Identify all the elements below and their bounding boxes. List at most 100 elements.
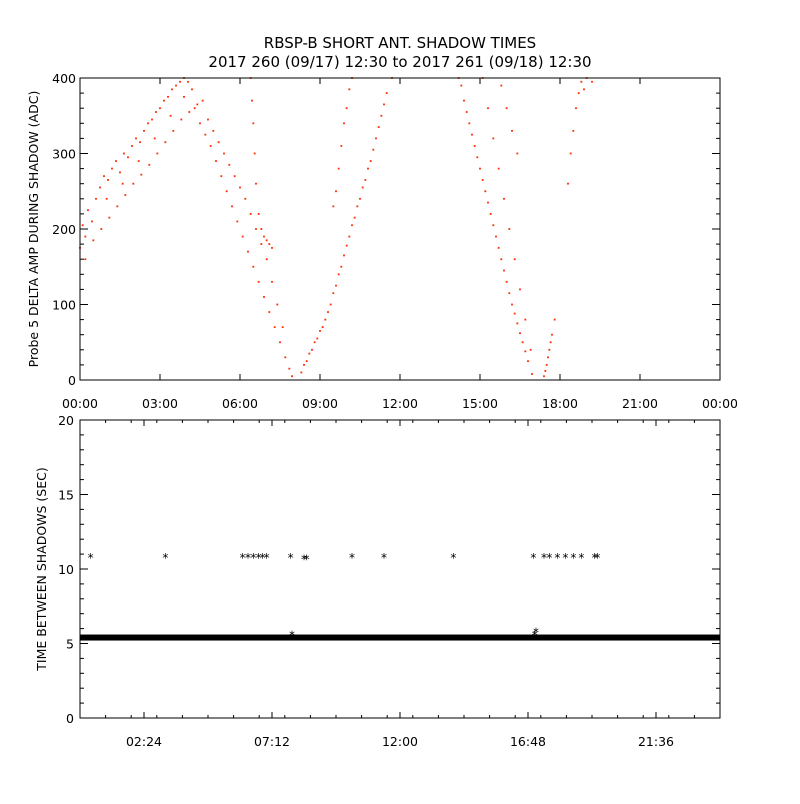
data-point xyxy=(513,312,516,315)
data-point xyxy=(268,243,271,245)
data-point xyxy=(105,197,108,200)
data-point xyxy=(332,205,335,208)
y-tick-label: 400 xyxy=(52,71,76,86)
data-point xyxy=(340,265,343,268)
data-point: * xyxy=(88,551,94,565)
y-tick-label: 200 xyxy=(52,222,76,237)
data-point: * xyxy=(288,551,294,565)
data-point xyxy=(356,205,359,208)
data-point xyxy=(95,197,97,200)
y-tick-label: 20 xyxy=(58,413,74,428)
top-scatter-points xyxy=(79,77,593,378)
data-point xyxy=(132,182,135,185)
data-point xyxy=(236,220,239,223)
data-point xyxy=(172,129,175,132)
x-tick-label: 00:00 xyxy=(62,396,98,411)
data-point xyxy=(460,84,463,87)
data-point xyxy=(369,160,372,162)
data-point xyxy=(209,145,212,147)
data-point: * xyxy=(533,626,539,640)
top-panel: 00:00 03:00 06:00 09:00 12:00 15:00 18:00 21:00… xyxy=(26,71,738,411)
data-point xyxy=(255,182,257,185)
data-point xyxy=(508,228,511,230)
data-point xyxy=(215,160,217,162)
data-point: * xyxy=(301,553,307,567)
data-point: * xyxy=(554,551,560,565)
data-point: * xyxy=(260,551,266,565)
data-point xyxy=(531,373,533,375)
data-point xyxy=(519,288,521,291)
y-tick-label: 5 xyxy=(66,637,74,652)
data-point xyxy=(327,311,329,313)
data-point: * xyxy=(541,551,547,565)
data-point xyxy=(253,152,256,155)
x-tick-label: 18:00 xyxy=(542,396,578,411)
data-point xyxy=(367,167,369,170)
x-tick-label: 16:48 xyxy=(510,734,546,749)
data-point xyxy=(171,88,173,91)
data-point xyxy=(196,103,199,106)
data-point xyxy=(244,197,247,200)
data-point xyxy=(543,375,545,378)
data-point xyxy=(137,160,140,162)
data-point xyxy=(252,265,255,268)
data-point xyxy=(100,228,103,230)
chart-title-line2: 2017 260 (09/17) 12:30 to 2017 261 (09/1… xyxy=(208,53,591,71)
data-point xyxy=(575,107,577,110)
data-point xyxy=(492,224,495,227)
data-point xyxy=(383,103,385,106)
data-point xyxy=(155,111,157,113)
data-point xyxy=(343,122,345,125)
data-point xyxy=(263,296,265,298)
data-point xyxy=(481,179,484,181)
data-point xyxy=(364,179,367,181)
data-point xyxy=(340,145,343,147)
data-point xyxy=(84,235,87,238)
data-point xyxy=(233,175,236,178)
y-tick-label: 0 xyxy=(68,373,76,388)
data-point xyxy=(463,99,465,102)
y-tick-label: 10 xyxy=(58,562,74,577)
data-point xyxy=(300,371,303,374)
data-point xyxy=(135,137,137,140)
data-point xyxy=(567,182,569,185)
data-point xyxy=(201,99,204,102)
x-tick-label: 21:36 xyxy=(638,734,674,749)
data-point xyxy=(385,92,388,94)
data-point xyxy=(503,197,505,200)
data-point xyxy=(251,99,253,102)
data-point xyxy=(553,318,556,321)
data-point xyxy=(151,118,153,121)
data-point xyxy=(353,216,356,219)
data-point xyxy=(148,163,151,166)
data-point xyxy=(276,303,279,306)
data-point xyxy=(260,228,263,230)
data-point: * xyxy=(240,551,246,565)
data-point xyxy=(380,114,383,117)
data-point xyxy=(108,216,111,219)
data-point xyxy=(345,244,348,247)
data-point: * xyxy=(245,551,251,565)
data-point xyxy=(343,254,345,257)
data-point xyxy=(249,213,252,215)
data-point: * xyxy=(594,551,600,565)
data-point xyxy=(572,129,575,132)
data-point xyxy=(288,367,291,370)
data-point xyxy=(348,235,351,238)
data-point xyxy=(329,303,332,306)
data-point xyxy=(497,167,500,170)
data-point: * xyxy=(450,551,456,565)
data-point xyxy=(225,190,228,193)
data-point xyxy=(513,258,516,261)
data-point xyxy=(569,152,572,155)
data-point xyxy=(361,186,364,189)
data-point xyxy=(479,167,481,170)
y-tick-label: 300 xyxy=(52,147,76,162)
bottom-y-ticks: 0 5 10 15 20 xyxy=(58,413,720,726)
bottom-x-ticks: 02:24 07:12 12:00 16:48 21:36 xyxy=(105,420,695,749)
data-point xyxy=(476,156,479,159)
data-point xyxy=(271,246,273,249)
x-tick-label: 03:00 xyxy=(142,396,178,411)
